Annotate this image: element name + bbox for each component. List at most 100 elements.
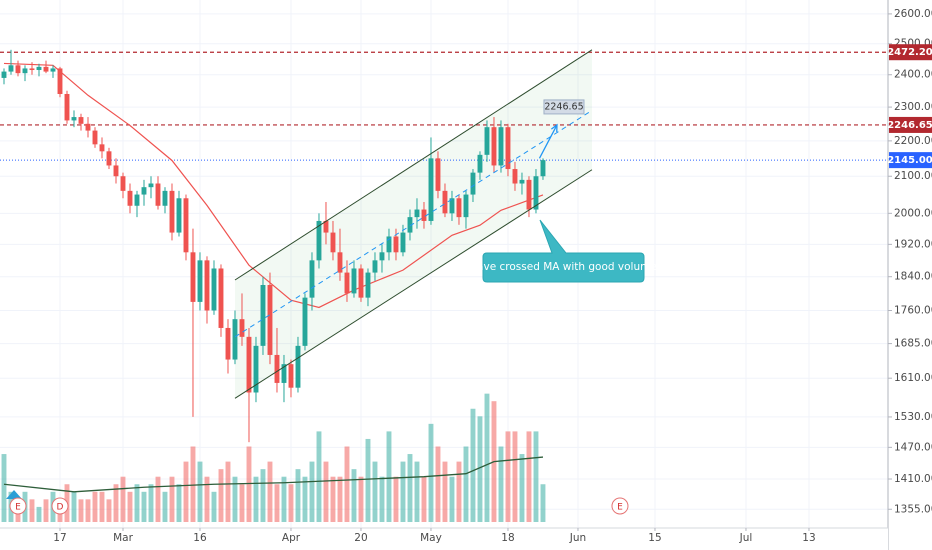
y-tick-label: 1530.00 <box>894 411 932 423</box>
volume-bar <box>470 408 476 522</box>
y-tick-label: 2600.00 <box>894 8 932 20</box>
candle-body <box>36 66 42 71</box>
candle-body <box>176 198 182 233</box>
volume-bar <box>190 446 196 522</box>
volume-bar <box>295 469 301 522</box>
event-label: E <box>15 503 21 513</box>
candle-body <box>211 268 217 311</box>
candle-body <box>330 232 336 253</box>
candle-body <box>379 252 385 261</box>
volume-bar <box>197 461 203 522</box>
x-tick-label: Jul <box>739 532 753 544</box>
volume-bar <box>288 484 294 522</box>
volume-bar <box>218 469 224 522</box>
candle-body <box>92 130 98 145</box>
y-tick-label: 1920.00 <box>894 238 932 250</box>
candle-body <box>351 268 357 294</box>
candle-body <box>232 319 238 360</box>
callout: Have crossed MA with good volume <box>469 219 657 283</box>
arrow-label: 2246.65 <box>544 101 583 112</box>
y-tick-label: 1470.00 <box>894 441 932 453</box>
y-tick-label: 1355.00 <box>894 503 932 515</box>
candle-body <box>400 232 406 253</box>
candle-body <box>386 236 392 253</box>
volume-bar <box>211 491 217 522</box>
candle-body <box>337 252 343 273</box>
channel-lower <box>234 169 593 399</box>
x-tick-label: May <box>420 532 442 544</box>
candle-body <box>344 272 350 294</box>
candle-body <box>197 260 203 302</box>
volume-bar <box>365 438 371 522</box>
volume-bar <box>372 461 378 522</box>
volume-bar <box>260 469 266 522</box>
volume-bar <box>267 461 273 522</box>
candle-body <box>169 190 175 233</box>
candle-body <box>15 65 21 74</box>
candle-body <box>22 68 28 74</box>
candle-body <box>155 183 161 206</box>
time-axis-bg <box>0 528 888 550</box>
channel-mid <box>234 109 593 338</box>
event-marker[interactable] <box>51 497 69 515</box>
event-marker[interactable] <box>611 497 629 515</box>
candle-body <box>134 194 140 206</box>
volume-bar <box>92 491 98 522</box>
y-tick-label: 2300.00 <box>894 101 932 113</box>
y-tick-label: 1610.00 <box>894 372 932 384</box>
candle-body <box>540 160 546 177</box>
candle-body <box>246 336 252 393</box>
candle-body <box>99 144 105 152</box>
volume-bar <box>428 423 434 522</box>
candle-body <box>526 179 532 210</box>
volume-bar <box>323 461 329 522</box>
volume-bar <box>29 499 35 522</box>
callout-text: Have crossed MA with good volume <box>469 261 657 273</box>
candle-body <box>274 354 280 383</box>
volume-bar <box>36 506 42 522</box>
event-marker[interactable] <box>9 497 27 515</box>
candle-body <box>407 217 413 233</box>
candle-body <box>78 117 84 124</box>
candle-body <box>470 172 476 195</box>
candle-body <box>456 198 462 218</box>
candle-body <box>57 68 63 94</box>
volume-bar <box>162 491 168 522</box>
candle-body <box>50 68 56 72</box>
annotation-layer: 2246.65 <box>234 49 593 399</box>
candle-body <box>71 117 77 121</box>
volume-bar <box>183 461 189 522</box>
volume-bar <box>120 476 126 522</box>
volume-bar <box>449 476 455 522</box>
callout-box <box>482 219 645 283</box>
volume-bar <box>358 476 364 522</box>
candle-body <box>120 176 126 191</box>
volume-bar <box>232 476 238 522</box>
x-tick-label: 20 <box>354 532 367 544</box>
candle-body <box>491 127 497 166</box>
candle-body <box>204 260 210 311</box>
last-price-label: 2145.00 <box>887 155 932 166</box>
candle-body <box>8 65 14 72</box>
candle-body <box>393 236 399 253</box>
candle-body <box>85 123 91 131</box>
candle-body <box>365 272 371 298</box>
level-label: 2472.20 <box>887 47 932 58</box>
y-tick-label: 2200.00 <box>894 135 932 147</box>
volume-bar <box>43 499 49 522</box>
volume-bar <box>316 431 322 522</box>
candle-body <box>421 209 427 221</box>
ideas-icon <box>6 490 22 499</box>
candle-body <box>267 285 273 355</box>
volume-bar <box>127 491 133 522</box>
volume-bar <box>1 454 7 522</box>
candle-body <box>302 297 308 346</box>
candle-body <box>281 364 287 383</box>
candle-body <box>463 194 469 218</box>
volume-bar <box>141 491 147 522</box>
candle-body <box>414 209 420 218</box>
volume-bar <box>386 431 392 522</box>
y-tick-label: 2000.00 <box>894 207 932 219</box>
